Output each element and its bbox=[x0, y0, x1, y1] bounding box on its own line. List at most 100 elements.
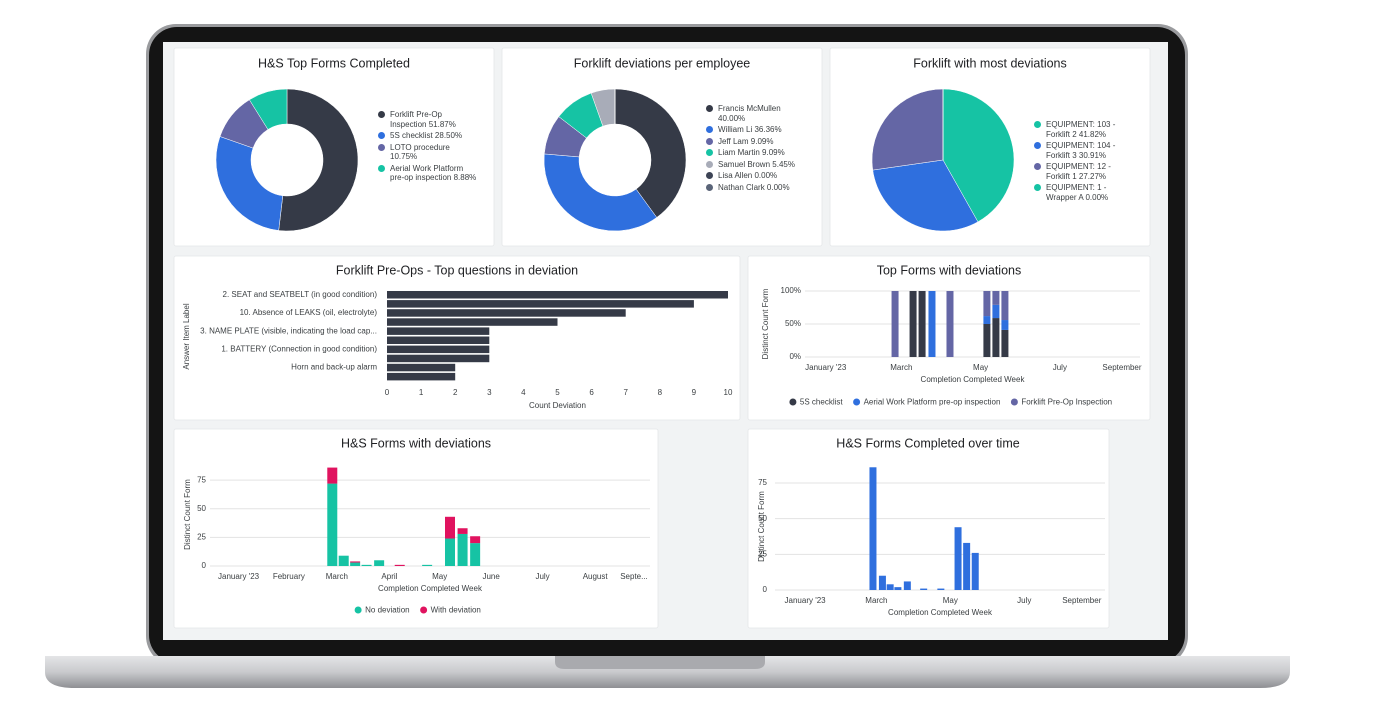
bar bbox=[387, 336, 490, 344]
bar bbox=[878, 575, 886, 590]
legend-swatch bbox=[853, 398, 861, 406]
legend-swatch bbox=[706, 160, 713, 168]
legend-item: EQUIPMENT: 104 - Forklift 3 30.91% bbox=[1034, 141, 1126, 160]
legend-text: Francis McMullen 40.00% bbox=[718, 104, 796, 123]
bar bbox=[869, 467, 877, 590]
legend-item: Lisa Allen 0.00% bbox=[706, 171, 796, 181]
y-tick-label: 75 bbox=[197, 475, 206, 484]
x-tick-label: 4 bbox=[521, 388, 526, 397]
legend-label: 5S checklist bbox=[390, 131, 433, 140]
legend-value: 30.91% bbox=[1078, 150, 1107, 160]
chart-title: Forklift with most deviations bbox=[913, 56, 1067, 70]
legend-text: 5S checklist 28.50% bbox=[390, 131, 462, 141]
chart-title: H&S Forms Completed over time bbox=[836, 436, 1019, 450]
legend-text: Lisa Allen 0.00% bbox=[718, 171, 777, 181]
card bbox=[173, 428, 659, 629]
y-tick-label: 2. SEAT and SEATBELT (in good condition) bbox=[223, 290, 378, 299]
legend-label: EQUIPMENT: 103 - Forklift 2 bbox=[1046, 120, 1116, 139]
bar-segment bbox=[992, 318, 1000, 357]
legend-item: EQUIPMENT: 12 - Forklift 1 27.27% bbox=[1034, 162, 1126, 181]
laptop-base bbox=[45, 656, 1290, 688]
x-tick-label: 0 bbox=[385, 388, 390, 397]
legend-swatch bbox=[789, 398, 797, 406]
x-tick-label: August bbox=[583, 572, 609, 581]
y-tick-label: 25 bbox=[197, 532, 206, 541]
bar bbox=[387, 363, 456, 372]
y-axis-label: Distinct Count Form bbox=[757, 491, 766, 562]
legend-item: Nathan Clark 0.00% bbox=[706, 183, 796, 193]
legend-text: EQUIPMENT: 12 - Forklift 1 27.27% bbox=[1046, 162, 1126, 181]
bar bbox=[387, 372, 456, 381]
legend-text: Aerial Work Platform pre-op inspection 8… bbox=[390, 164, 478, 183]
slice bbox=[249, 88, 288, 130]
x-tick-label: Septe... bbox=[620, 572, 648, 581]
bar bbox=[387, 291, 728, 299]
legend-text: LOTO procedure 10.75% bbox=[390, 143, 478, 162]
x-axis-label: Completion Completed Week bbox=[921, 375, 1026, 384]
x-tick-label: February bbox=[273, 572, 305, 581]
chart-card: H&S Forms Completed over time 0 25 50 75 Janu… bbox=[747, 428, 1110, 629]
bar-segment bbox=[918, 291, 926, 357]
legend-value: 8.88% bbox=[453, 173, 477, 182]
y-tick-label: 100% bbox=[781, 286, 801, 295]
legend-value: 0.00% bbox=[766, 182, 790, 192]
x-tick-label: 10 bbox=[724, 388, 733, 397]
x-tick-label: March bbox=[326, 572, 348, 581]
legend-box: Francis McMullen 40.00% William Li 36.36%… bbox=[706, 104, 796, 192]
y-tick-label: 25 bbox=[758, 549, 767, 558]
legend-item: Forklift Pre-Op Inspection bbox=[1010, 398, 1112, 407]
legend-text: Forklift Pre-Op Inspection 51.87% bbox=[390, 110, 478, 129]
legend-value: 41.82% bbox=[1078, 129, 1107, 139]
x-tick-label: September bbox=[1062, 596, 1101, 605]
legend-swatch bbox=[706, 172, 713, 179]
slice bbox=[543, 153, 658, 232]
chart-title: H&S Top Forms Completed bbox=[258, 56, 410, 70]
slice bbox=[278, 88, 359, 232]
legend-label: LOTO procedure bbox=[390, 142, 450, 152]
legend-swatch bbox=[354, 606, 362, 614]
y-tick-label: 0% bbox=[789, 352, 801, 361]
legend-label: Jeff Lam bbox=[718, 136, 749, 146]
slice bbox=[871, 88, 944, 171]
bar-segment bbox=[445, 516, 455, 539]
card bbox=[747, 428, 1110, 629]
x-tick-label: May bbox=[432, 572, 447, 581]
legend-item: EQUIPMENT: 103 - Forklift 2 41.82% bbox=[1034, 120, 1126, 139]
legend-value: 10.75% bbox=[390, 152, 418, 161]
bar-segment bbox=[445, 538, 455, 566]
chart-card: Forklift deviations per employee Francis … bbox=[501, 47, 823, 247]
legend-box: EQUIPMENT: 103 - Forklift 2 41.82% EQUIPM… bbox=[1034, 120, 1126, 202]
bar-segment bbox=[909, 291, 917, 357]
legend-label: Aerial Work Platform pre-op inspection bbox=[864, 398, 1001, 407]
legend-label: Lisa Allen bbox=[718, 171, 753, 180]
x-tick-label: 2 bbox=[453, 388, 458, 397]
bar-segment bbox=[361, 564, 372, 566]
legend-item: With deviation bbox=[420, 606, 481, 615]
laptop-notch bbox=[555, 656, 765, 669]
bar bbox=[387, 309, 626, 317]
bar-segment bbox=[983, 324, 991, 357]
x-tick-label: 1 bbox=[419, 388, 424, 397]
legend-label: Forklift Pre-Op Inspection bbox=[1021, 398, 1112, 407]
legend-item: Samuel Brown 5.45% bbox=[706, 160, 796, 170]
legend-swatch bbox=[706, 126, 713, 133]
legend-label: No deviation bbox=[365, 606, 409, 615]
bar-segment bbox=[891, 291, 899, 357]
legend-value: 36.36% bbox=[754, 125, 782, 134]
legend-swatch bbox=[378, 164, 385, 172]
legend-label: Francis McMullen bbox=[718, 104, 781, 113]
chart-card: H&S Forms with deviations 0 25 50 75 January … bbox=[173, 428, 659, 629]
legend: EQUIPMENT: 103 - Forklift 2 41.82%EQUIPM… bbox=[1034, 120, 1126, 202]
legend-swatch bbox=[1034, 121, 1041, 128]
chart-title: Forklift Pre-Ops - Top questions in devi… bbox=[336, 263, 578, 277]
bar-segment bbox=[992, 304, 1000, 319]
bar-segment bbox=[470, 543, 481, 566]
bar bbox=[920, 588, 928, 590]
legend-item: LOTO procedure 10.75% bbox=[378, 143, 478, 162]
y-tick-label: Horn and back-up alarm bbox=[291, 363, 377, 372]
bar-segment bbox=[327, 467, 338, 484]
x-axis-label: Completion Completed Week bbox=[378, 584, 483, 593]
legend-value: 40.00% bbox=[718, 113, 746, 123]
chart-card: Forklift with most deviations EQUIPMENT: … bbox=[829, 47, 1151, 247]
